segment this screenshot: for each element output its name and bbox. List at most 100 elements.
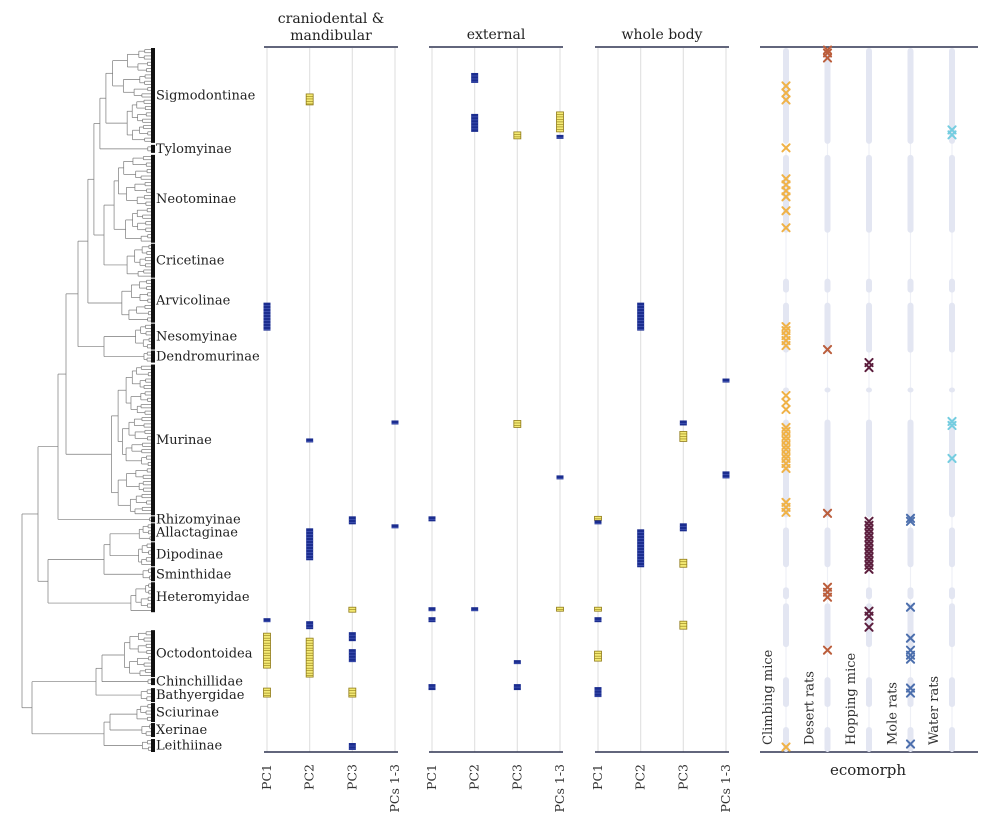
pc-axis-label: PC2 <box>633 764 648 790</box>
clade-bar <box>151 630 155 678</box>
ecomorph-point <box>781 192 791 202</box>
clade-label: Murinae <box>156 433 212 448</box>
pc-axis-label: PCs 1-3 <box>552 764 567 813</box>
ecomorph-band <box>866 677 872 708</box>
ecomorph-band <box>866 278 872 293</box>
ecomorph-band <box>824 48 831 144</box>
ecomorph-point <box>781 507 791 517</box>
ecomorph-band <box>866 387 872 393</box>
ecomorph-band <box>783 278 789 293</box>
ecomorph-point <box>781 223 791 233</box>
clade-labels: Sigmodontinae Tylomyinae Neotominae Criceti… <box>155 88 260 753</box>
ecomorph-band <box>866 419 872 518</box>
shift-marker-negative <box>594 617 602 623</box>
clade-bar <box>151 48 155 143</box>
clade-bar <box>151 678 155 686</box>
shift-panels: PC1 PC2 PC3 PCs 1-3 craniodental & mandibular… <box>259 11 733 813</box>
pc-axis-label: PC3 <box>509 764 524 790</box>
ecomorph-point <box>947 130 957 140</box>
pc-axis-label: PC1 <box>259 764 274 790</box>
clade-label: Dendromurinae <box>156 350 260 365</box>
phylogeny-tree <box>21 49 152 751</box>
ecomorph-point <box>781 390 791 401</box>
ecomorph-band <box>824 278 831 293</box>
clade-label: Sigmodontinae <box>156 88 256 103</box>
ecomorph-band <box>907 48 914 144</box>
clade-bar <box>151 523 155 542</box>
ecomorph-point <box>947 453 957 464</box>
ecomorph-point <box>864 622 874 632</box>
clade-bar <box>151 516 155 523</box>
ecomorph-band <box>866 727 872 752</box>
shift-marker-negative <box>722 378 730 383</box>
ecomorph-point <box>781 81 791 91</box>
ecomorph-panel: Climbing mice Desert rats Hopping mice Mole… <box>760 45 978 779</box>
clade-label: Tylomyinae <box>156 142 232 157</box>
ecomorph-band <box>866 302 872 353</box>
shift-marker-positive <box>348 687 357 698</box>
shift-marker-negative <box>637 529 645 568</box>
ecomorph-category-label: Hopping mice <box>844 652 859 745</box>
shift-marker-negative <box>306 621 314 630</box>
panel-title: craniodental & mandibular <box>278 11 384 44</box>
shift-marker-negative <box>594 687 602 698</box>
ecomorph-band <box>866 48 872 144</box>
ecomorph-point <box>822 344 833 355</box>
clade-bar <box>151 350 155 363</box>
shift-marker-negative <box>679 420 687 426</box>
ecomorph-band <box>907 587 914 600</box>
ecomorph-category-label: Desert rats <box>803 671 818 745</box>
ecomorph-point <box>781 397 791 408</box>
ecomorph-band <box>907 527 914 568</box>
clade-label: Rhizomyinae <box>156 512 241 527</box>
ecomorph-point <box>905 739 916 749</box>
shift-marker-positive <box>513 420 522 428</box>
shift-marker-positive <box>513 131 522 140</box>
ecomorph-point <box>905 602 916 612</box>
ecomorph-title: ecomorph <box>830 761 906 779</box>
shift-marker-negative <box>471 607 479 612</box>
clade-label: Arvicolinae <box>155 294 231 309</box>
clade-bar <box>151 703 155 723</box>
shift-marker-positive <box>594 606 602 612</box>
ecomorph-point <box>822 53 833 63</box>
shift-marker-positive <box>679 558 688 568</box>
clade-label: Octodontoidea <box>156 647 253 662</box>
ecomorph-category-label: Mole rats <box>886 682 901 745</box>
pc-axis-label: PCs 1-3 <box>387 764 402 813</box>
panel-title-line: craniodental & <box>278 11 384 27</box>
ecomorph-band <box>949 677 955 708</box>
ecomorph-point <box>781 206 791 216</box>
pc-axis-label: PCs 1-3 <box>718 764 733 813</box>
ecomorph-band <box>783 527 789 568</box>
shift-marker-positive <box>679 620 688 630</box>
clade-label: Sminthidae <box>156 567 232 582</box>
ecomorph-point <box>947 420 957 431</box>
clade-label: Bathyergidae <box>156 688 245 703</box>
ecomorph-point <box>781 404 791 415</box>
ecomorph-band <box>949 48 955 144</box>
ecomorph-point <box>864 611 874 621</box>
clade-label: Allactaginae <box>155 525 238 540</box>
ecomorph-band <box>907 419 914 518</box>
ecomorph-band <box>907 278 914 293</box>
ecomorph-point <box>781 463 791 474</box>
ecomorph-point <box>905 633 916 643</box>
ecomorph-band <box>866 587 872 600</box>
shift-marker-negative <box>348 632 356 642</box>
clade-bar <box>151 243 155 278</box>
shift-marker-negative <box>391 420 399 425</box>
ecomorph-band <box>949 419 955 518</box>
ecomorph-band <box>949 603 955 648</box>
panel-title-line: mandibular <box>290 28 372 44</box>
clade-label: Cricetinae <box>156 254 225 269</box>
ecomorph-point <box>781 340 791 351</box>
shift-marker-positive <box>305 637 314 678</box>
ecomorph-band <box>866 154 872 233</box>
shift-marker-negative <box>471 72 479 83</box>
shift-marker-positive <box>556 606 564 612</box>
panel-title: whole body <box>622 27 703 43</box>
ecomorph-point <box>781 143 791 153</box>
ecomorph-point <box>781 88 791 98</box>
